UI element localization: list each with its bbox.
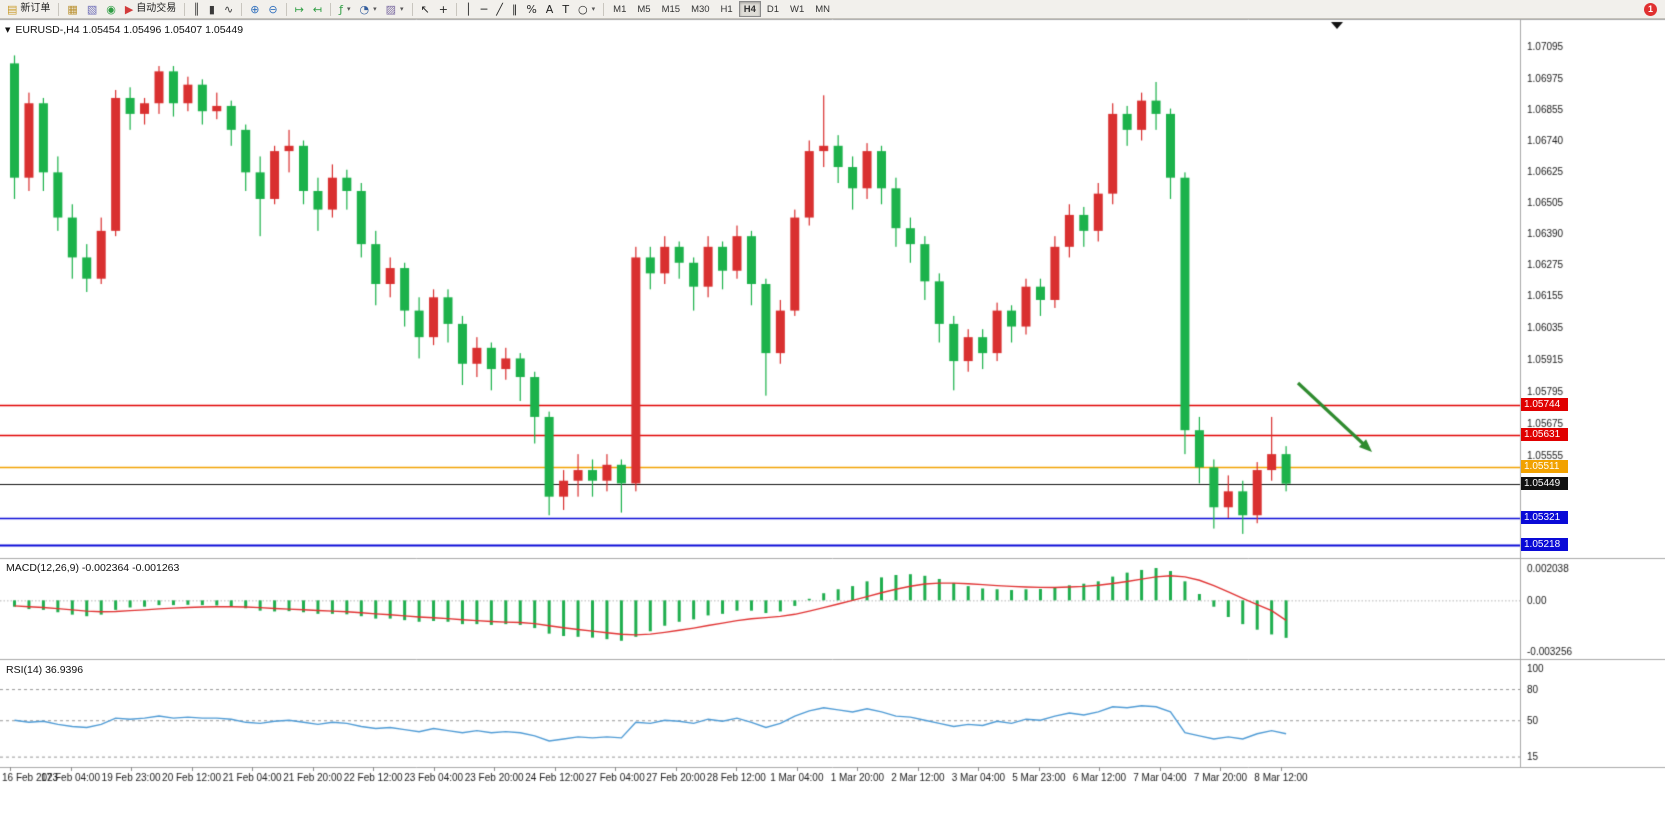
price-level-badge-1.05218[interactable]: 1.05218 — [1521, 538, 1568, 551]
toolbar-separator — [603, 2, 605, 16]
profiles-icon: ▧ — [86, 2, 98, 16]
auto-trading-icon: ▶ — [124, 2, 134, 16]
chevron-down-icon: ▾ — [400, 5, 404, 13]
cursor-button[interactable]: ↖ — [417, 1, 434, 18]
chart-area: ▼ EURUSD-,H4 1.05454 1.05496 1.05407 1.0… — [0, 19, 1665, 836]
main-toolbar: ▤ 新订单 ▦ ▧ ◉ ▶ 自动交易 ║ ▮ ∿ ⊕ ⊖ ↦ ↤ ƒ ▾ ◔ ▾ ▨ ▾ ↖ + │ ─ ╱ ∥% A T ○ ▾ M1 M5… — [0, 0, 1665, 19]
horizontal-line-button[interactable]: ─ — [477, 1, 492, 18]
bar-chart-mode-button[interactable]: ║ — [189, 1, 204, 18]
text-label-button[interactable]: T — [558, 1, 573, 18]
template-icon: ▨ — [385, 2, 396, 16]
zoom-out-button[interactable]: ⊖ — [264, 1, 281, 18]
vertical-line-icon: │ — [464, 2, 472, 16]
new-order-button-label: 新订单 — [20, 3, 51, 14]
text-icon: A — [545, 2, 554, 16]
pane-divider-macd[interactable] — [0, 555, 1665, 560]
toolbar-separator — [241, 2, 243, 16]
vertical-line-button[interactable]: │ — [461, 1, 476, 18]
macd-indicator-label: MACD(12,26,9) -0.002364 -0.001263 — [6, 562, 180, 574]
shapes-button[interactable]: ○ ▾ — [574, 1, 599, 18]
new-order-button[interactable]: ▤ 新订单 — [3, 1, 54, 18]
rsi-indicator-label: RSI(14) 36.9396 — [6, 664, 84, 676]
price-level-badge-1.05631[interactable]: 1.05631 — [1521, 428, 1568, 441]
text-button[interactable]: A — [542, 1, 558, 18]
chart-symbol-ohlc: EURUSD-,H4 1.05454 1.05496 1.05407 1.054… — [15, 24, 244, 36]
timeframe-m5-button[interactable]: M5 — [632, 1, 655, 17]
candlestick-mode-button[interactable]: ▮ — [205, 1, 219, 18]
profiles-button[interactable]: ▧ — [83, 1, 101, 18]
horizontal-line-icon: ─ — [480, 2, 488, 16]
channel-button[interactable]: ∥ — [508, 1, 522, 18]
clock-icon: ◔ — [359, 2, 370, 16]
new-chart-icon: ▦ — [67, 2, 78, 16]
shapes-icon: ○ — [578, 2, 588, 16]
timeframe-m30-button[interactable]: M30 — [686, 1, 714, 17]
chevron-down-icon: ▾ — [346, 5, 351, 13]
auto-scroll-button[interactable]: ↦ — [291, 1, 308, 18]
crosshair-icon: + — [438, 2, 448, 16]
price-level-badge-1.05321[interactable]: 1.05321 — [1521, 511, 1568, 524]
fibonacci-icon: % — [526, 2, 537, 16]
crosshair-button[interactable]: + — [435, 1, 452, 18]
periods-button[interactable]: ◔ ▾ — [355, 1, 380, 18]
new-chart-button[interactable]: ▦ — [63, 1, 81, 18]
toolbar-separator — [330, 2, 332, 16]
candlestick-icon: ▮ — [208, 2, 215, 16]
bar-chart-icon: ║ — [193, 2, 200, 16]
new-order-icon: ▤ — [7, 2, 18, 16]
timeframe-h1-button[interactable]: H1 — [716, 1, 738, 17]
chart-title: ▼ EURUSD-,H4 1.05454 1.05496 1.05407 1.0… — [5, 24, 243, 36]
toolbar-separator — [455, 2, 457, 16]
timeframe-w1-button[interactable]: W1 — [785, 1, 809, 17]
timeframe-mn-button[interactable]: MN — [810, 1, 835, 17]
zoom-in-button[interactable]: ⊕ — [246, 1, 263, 18]
price-level-badge-1.05744[interactable]: 1.05744 — [1521, 398, 1568, 411]
toolbar-separator — [184, 2, 186, 16]
timeframe-m1-button[interactable]: M1 — [608, 1, 631, 17]
fibonacci-button[interactable]: % — [522, 1, 540, 18]
chart-shift-button[interactable]: ↤ — [309, 1, 326, 18]
trendline-button[interactable]: ╱ — [492, 1, 507, 18]
chart-collapse-icon[interactable]: ▼ — [5, 26, 11, 34]
zoom-out-icon: ⊖ — [268, 2, 278, 16]
toolbar-separator — [285, 2, 287, 16]
chart-shift-icon: ↤ — [312, 2, 323, 16]
timeframe-m15-button[interactable]: M15 — [657, 1, 685, 17]
toolbar-separator — [411, 2, 413, 16]
templates-button[interactable]: ▨ ▾ — [382, 1, 408, 18]
indicators-icon: ƒ — [339, 2, 343, 16]
cursor-icon: ↖ — [420, 2, 430, 16]
price-level-badge-1.05511[interactable]: 1.05511 — [1521, 460, 1568, 473]
notification-badge[interactable]: 1 — [1644, 2, 1657, 16]
strategy-tester-button[interactable]: ◉ — [102, 1, 120, 18]
strategy-tester-icon: ◉ — [106, 2, 116, 16]
text-label-icon: T — [562, 2, 570, 16]
zoom-in-icon: ⊕ — [250, 2, 260, 16]
timeframe-d1-button[interactable]: D1 — [762, 1, 784, 17]
line-chart-mode-button[interactable]: ∿ — [220, 1, 237, 18]
trendline-icon: ╱ — [496, 2, 503, 16]
pane-divider-rsi[interactable] — [0, 657, 1665, 662]
line-chart-icon: ∿ — [223, 2, 234, 16]
chevron-down-icon: ▾ — [373, 5, 377, 13]
timeframe-h4-button[interactable]: H4 — [738, 1, 761, 17]
price-level-badge-1.05449[interactable]: 1.05449 — [1521, 477, 1568, 490]
chevron-down-icon: ▾ — [591, 5, 596, 13]
auto-scroll-icon: ↦ — [294, 2, 304, 16]
price-chart-canvas[interactable] — [0, 19, 1665, 836]
indicators-button[interactable]: ƒ ▾ — [335, 1, 354, 18]
channel-icon: ∥ — [511, 2, 518, 16]
toolbar-separator — [58, 2, 60, 16]
auto-trading-button-label: 自动交易 — [136, 3, 177, 14]
auto-trading-button[interactable]: ▶ 自动交易 — [121, 1, 180, 18]
